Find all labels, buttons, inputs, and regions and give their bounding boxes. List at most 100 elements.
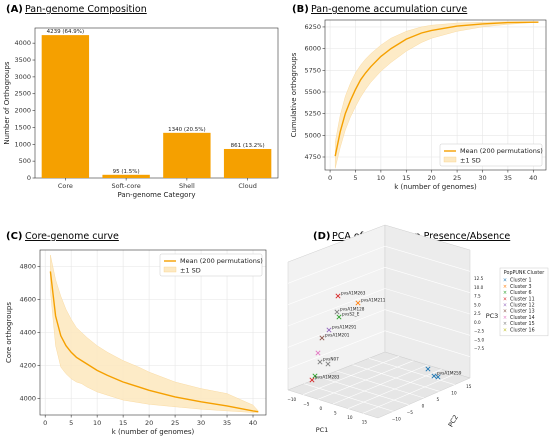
bar-soft-core xyxy=(102,174,150,178)
pca-legend-label: Cluster 1 xyxy=(510,278,532,284)
x-tick-label: 0 xyxy=(328,174,332,182)
panel-d-letter: (D) xyxy=(313,231,330,242)
pca-legend-marker: × xyxy=(503,309,507,315)
x-tick-label: 25 xyxy=(453,174,461,182)
panel-a-title: Pan-genome Composition xyxy=(25,4,147,15)
legend-box xyxy=(439,143,543,167)
panel-a-bar-chart: 0 500 1000 1500 2000 2500 3000 3500 4000 4239 (64… xyxy=(3,27,279,199)
pca-wall-grid xyxy=(287,245,386,284)
y-tick-label: 500 xyxy=(19,157,31,165)
x-tick-label: Core xyxy=(58,182,73,190)
pca-legend-marker: × xyxy=(503,327,507,333)
legend-sd-swatch xyxy=(443,156,457,163)
x-axis-label: Pan-genome Category xyxy=(118,191,196,199)
bar-core xyxy=(41,35,90,178)
pca-wall-grid xyxy=(384,267,471,293)
y-tick-label: 3500 xyxy=(14,56,31,64)
pc3-tick-label: −7.5 xyxy=(474,346,485,351)
pca-legend-marker: × xyxy=(503,303,507,309)
pc1-tick-label: 5 xyxy=(334,410,337,415)
y-tick-label: 5500 xyxy=(304,88,321,96)
legend: Mean (200 permutations) ±1 SD xyxy=(439,143,543,167)
pc3-tick-label: 2.5 xyxy=(474,311,481,316)
pca-point xyxy=(435,374,441,380)
panel-b-title: Pan-genome accumulation curve xyxy=(311,4,467,15)
pca-legend-label: Cluster 15 xyxy=(510,321,535,327)
x-tick-label: 40 xyxy=(529,174,537,182)
pc2-tick-label: 10 xyxy=(451,391,457,396)
pca-point-label: pvsN07 xyxy=(323,357,339,362)
mean-line xyxy=(49,271,259,413)
x-tick-label: 30 xyxy=(478,174,486,182)
pc3-tick-label: 7.5 xyxy=(474,294,481,299)
pca-legend-title: PopPUNK Cluster xyxy=(504,270,544,276)
bar-cloud xyxy=(223,148,272,178)
panel-b-header: (B) Pan-genome accumulation curve xyxy=(292,4,467,15)
y-axis-label: Core orthogroups xyxy=(5,302,13,363)
plot-frame xyxy=(324,19,547,171)
pca-point xyxy=(319,335,325,341)
mean-line xyxy=(334,21,539,157)
pca-legend-label: Cluster 3 xyxy=(510,284,532,290)
pca-point-stroke xyxy=(317,359,323,365)
pca-wall-grid xyxy=(287,309,386,348)
x-tick-label: 35 xyxy=(504,174,512,182)
y-tick-label: 4600 xyxy=(19,296,36,304)
x-tick-label: 10 xyxy=(93,419,101,427)
pc1-tick-label: 10 xyxy=(347,415,353,420)
pca-point xyxy=(309,377,315,383)
pc3-tick-label: 5.0 xyxy=(474,302,481,307)
x-tick-label: 15 xyxy=(402,174,410,182)
y-axis-label: Cumulative orthogroups xyxy=(290,52,298,137)
pca-point xyxy=(317,359,323,365)
pc1-tick-label: 15 xyxy=(362,419,368,424)
pca-point xyxy=(334,309,340,315)
legend-sd-label: ±1 SD xyxy=(460,157,481,165)
pca-legend-label: Cluster 6 xyxy=(510,290,532,296)
legend-mean-label: Mean (200 permutations) xyxy=(460,147,543,155)
pc1-tick-label: −5 xyxy=(303,401,310,406)
legend-box xyxy=(159,253,263,277)
pca-legend-marker: × xyxy=(503,278,507,284)
pca-point-stroke xyxy=(425,366,431,372)
y-axis-label: Number of Orthogroups xyxy=(3,61,11,144)
pc3-tick-label: −5.0 xyxy=(474,337,485,342)
x-tick-label: 0 xyxy=(43,419,47,427)
y-tick-label: 3000 xyxy=(14,73,31,81)
y-tick-label: 6250 xyxy=(304,23,321,31)
pc2-tick-label: 0 xyxy=(422,404,425,409)
pc1-axis-label: PC1 xyxy=(316,426,329,434)
y-tick-label: 5000 xyxy=(304,131,321,139)
bar-shell xyxy=(163,132,211,178)
pc2-tick-label: 5 xyxy=(436,397,439,402)
y-tick-label: 4750 xyxy=(304,153,321,161)
pca-legend: PopPUNK Cluster× Cluster 1× Cluster 3× Clus… xyxy=(499,267,549,337)
x-tick-label: 40 xyxy=(249,419,257,427)
pca-point-label: pvsA1M128 xyxy=(340,307,365,312)
x-tick-label: 15 xyxy=(119,419,127,427)
panel-c-letter: (C) xyxy=(6,231,22,242)
panel-d-pca-chart: −10 −5 0 5 10 15 PC1 −10 −5 0 5 10 15 PC2 12.5 10.0 7.5 5… xyxy=(287,224,549,434)
x-tick-label: 5 xyxy=(353,174,357,182)
pca-legend-marker: × xyxy=(503,315,507,321)
panel-b-letter: (B) xyxy=(292,4,309,15)
plot-frame xyxy=(34,27,279,179)
pc3-tick-label: 0.0 xyxy=(474,320,481,325)
pca-wall-grid xyxy=(384,330,471,357)
bar-data-label: 4239 (64.9%) xyxy=(47,29,85,35)
x-tick-label: Soft-core xyxy=(112,182,141,190)
panel-c-core-chart: 0 5 10 15 20 25 30 35 40 4000 4200 4400 4600 4800 k (n… xyxy=(5,249,267,436)
y-tick-label: 1000 xyxy=(14,140,31,148)
x-tick-label: 10 xyxy=(377,174,385,182)
panel-a-header: (A) Pan-genome Composition xyxy=(6,4,147,15)
pca-wall-grid xyxy=(384,288,471,315)
y-tick-label: 1500 xyxy=(14,123,31,131)
legend-sd-swatch xyxy=(163,266,177,273)
y-tick-label: 4000 xyxy=(19,395,36,403)
pca-point-label: pvsA1M201 xyxy=(325,333,350,338)
y-tick-label: 6000 xyxy=(304,45,321,53)
legend-sd-label: ±1 SD xyxy=(180,267,201,275)
panel-b-accumulation-chart: 0 5 10 15 20 25 30 35 40 4750 5000 5250 5500 5750 6000… xyxy=(290,19,547,191)
pca-point-stroke xyxy=(355,300,361,306)
